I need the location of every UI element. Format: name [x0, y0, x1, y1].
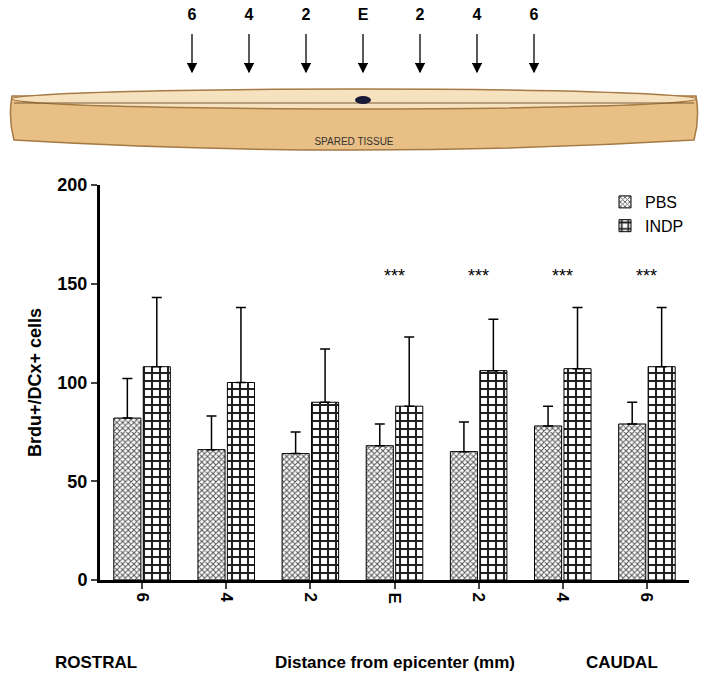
svg-text:***: *** — [468, 266, 489, 286]
svg-text:2: 2 — [416, 6, 425, 23]
svg-text:50: 50 — [67, 472, 87, 492]
svg-text:0: 0 — [77, 570, 87, 590]
svg-text:6: 6 — [133, 592, 152, 601]
svg-text:***: *** — [552, 266, 573, 286]
svg-text:Brdu+/DCx+ cells: Brdu+/DCx+ cells — [25, 308, 45, 457]
svg-text:ROSTRAL: ROSTRAL — [55, 653, 137, 672]
svg-text:E: E — [358, 6, 369, 23]
svg-text:4: 4 — [245, 6, 254, 23]
svg-text:***: *** — [636, 266, 657, 286]
svg-text:E: E — [385, 592, 404, 603]
svg-text:Distance from epicenter (mm): Distance from epicenter (mm) — [275, 653, 515, 672]
svg-text:CAUDAL: CAUDAL — [586, 653, 658, 672]
svg-text:100: 100 — [57, 373, 87, 393]
svg-text:200: 200 — [57, 175, 87, 195]
svg-text:6: 6 — [530, 6, 539, 23]
svg-text:150: 150 — [57, 274, 87, 294]
svg-text:4: 4 — [553, 592, 572, 602]
svg-text:2: 2 — [302, 6, 311, 23]
svg-text:2: 2 — [469, 592, 488, 601]
svg-text:SPARED TISSUE: SPARED TISSUE — [314, 136, 393, 147]
svg-text:2: 2 — [301, 592, 320, 601]
svg-text:6: 6 — [637, 592, 656, 601]
svg-text:4: 4 — [473, 6, 482, 23]
svg-text:PBS: PBS — [645, 194, 677, 211]
svg-text:***: *** — [384, 266, 405, 286]
svg-text:4: 4 — [217, 592, 236, 602]
svg-text:6: 6 — [188, 6, 197, 23]
svg-text:INDP: INDP — [645, 218, 683, 235]
